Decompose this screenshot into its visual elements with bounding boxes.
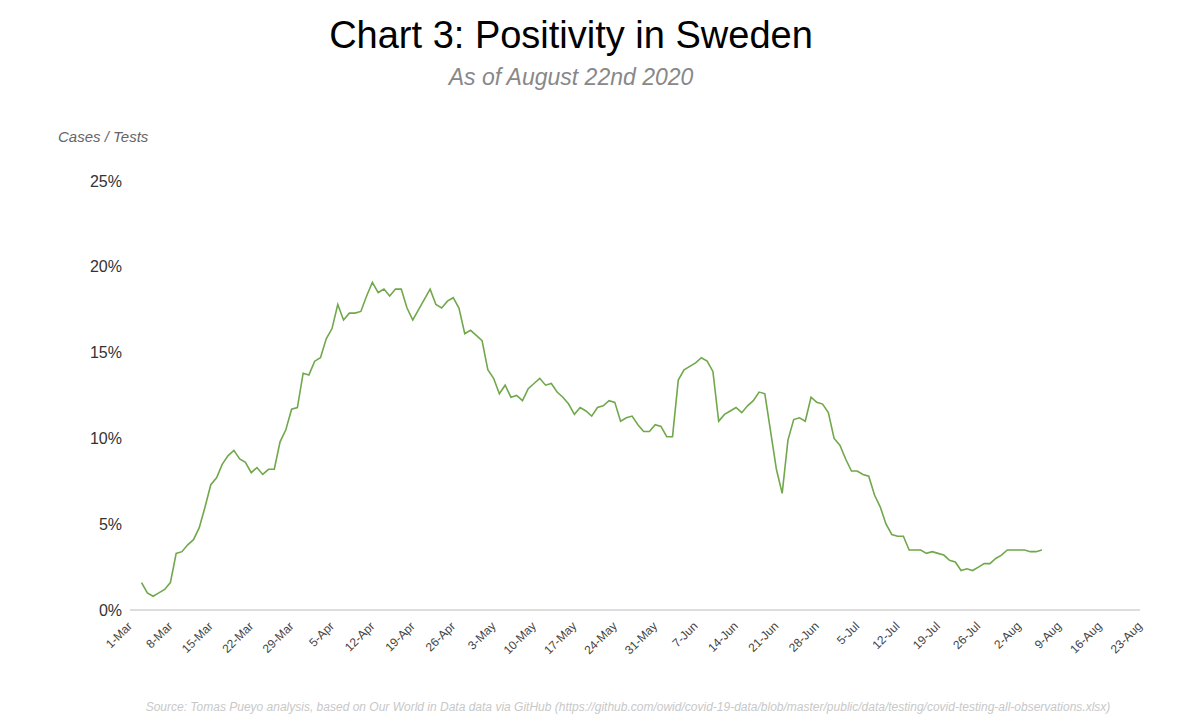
svg-text:28-Jun: 28-Jun: [786, 619, 822, 655]
svg-text:9-Aug: 9-Aug: [1032, 619, 1065, 652]
svg-text:29-Mar: 29-Mar: [260, 619, 297, 656]
svg-text:19-Apr: 19-Apr: [382, 619, 417, 654]
html-text:As of August 22nd 2020: As of August 22nd 2020: [448, 64, 694, 90]
svg-text:26-Jul: 26-Jul: [950, 619, 983, 652]
svg-text:31-May: 31-May: [622, 619, 660, 657]
svg-text:7-Jun: 7-Jun: [669, 619, 700, 650]
svg-text:12-Jul: 12-Jul: [870, 619, 903, 652]
svg-text:21-Jun: 21-Jun: [745, 619, 781, 655]
svg-text:8-Mar: 8-Mar: [143, 619, 175, 651]
svg-text:23-Aug: 23-Aug: [1108, 619, 1145, 656]
svg-text:26-Apr: 26-Apr: [423, 619, 458, 654]
svg-text:24-May: 24-May: [582, 619, 620, 657]
html-text:Cases / Tests: Cases / Tests: [58, 128, 149, 145]
svg-text:16-Aug: 16-Aug: [1067, 619, 1104, 656]
svg-text:5-Jul: 5-Jul: [834, 619, 862, 647]
svg-text:15%: 15%: [90, 344, 122, 361]
html-text:Chart 3: Positivity in Sweden: Chart 3: Positivity in Sweden: [329, 14, 813, 56]
svg-text:1-Mar: 1-Mar: [103, 619, 135, 651]
svg-text:10-May: 10-May: [501, 619, 539, 657]
svg-text:0%: 0%: [99, 602, 122, 619]
html-text:Source: Tomas Pueyo analysis,: Source: Tomas Pueyo analysis, based on O…: [145, 700, 1111, 714]
svg-text:15-Mar: 15-Mar: [179, 619, 216, 656]
svg-text:3-May: 3-May: [465, 619, 498, 652]
svg-text:5-Apr: 5-Apr: [306, 619, 337, 650]
svg-text:12-Apr: 12-Apr: [342, 619, 377, 654]
svg-text:10%: 10%: [90, 430, 122, 447]
svg-text:22-Mar: 22-Mar: [219, 619, 256, 656]
svg-text:17-May: 17-May: [541, 619, 579, 657]
svg-text:5%: 5%: [99, 516, 122, 533]
svg-text:25%: 25%: [90, 173, 122, 190]
svg-text:14-Jun: 14-Jun: [705, 619, 741, 655]
svg-text:2-Aug: 2-Aug: [991, 619, 1024, 652]
svg-text:19-Jul: 19-Jul: [910, 619, 943, 652]
svg-text:20%: 20%: [90, 258, 122, 275]
